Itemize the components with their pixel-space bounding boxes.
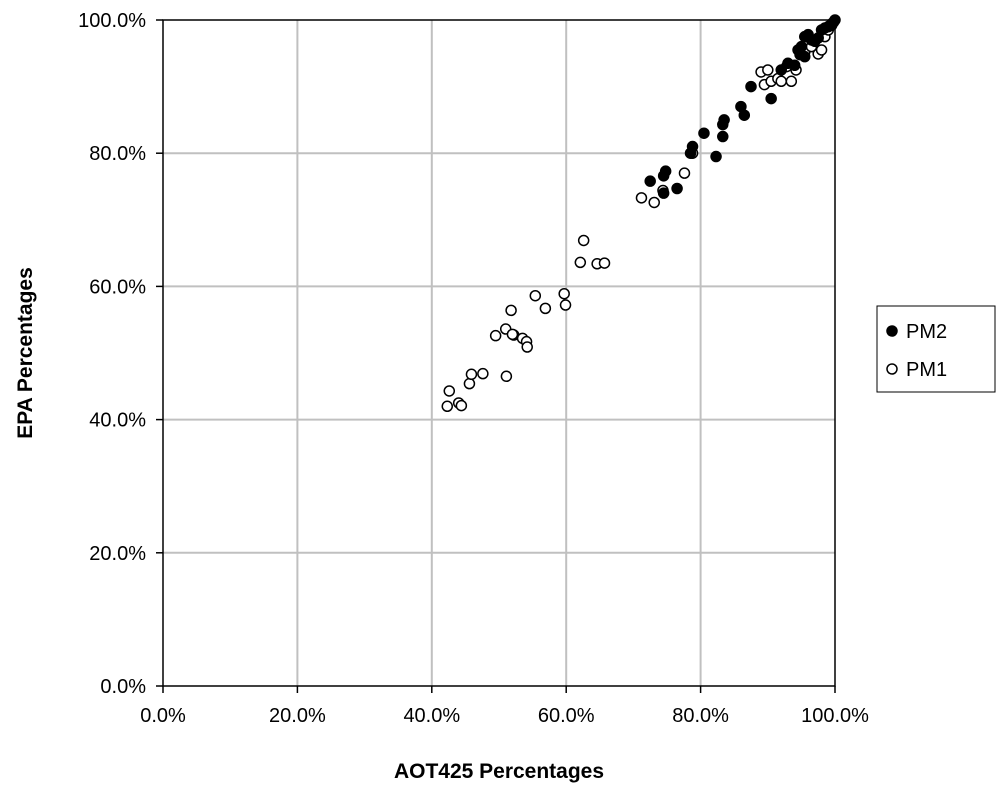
data-point-pm1 (455, 399, 468, 412)
y-tick-label: 60.0% (89, 276, 146, 298)
data-point-pm1 (775, 75, 787, 88)
legend-marker-pm2 (886, 325, 898, 337)
data-point-pm1 (574, 256, 587, 269)
x-axis: 0.0% 20.0% 40.0% 60.0% 80.0% 100.0% (140, 686, 869, 727)
legend-label-pm1: PM1 (906, 359, 947, 381)
data-point-pm1 (443, 385, 456, 397)
data-point-pm1 (506, 328, 519, 341)
data-point-pm1 (477, 367, 489, 380)
x-axis-title: AOT425 Percentages (394, 760, 604, 783)
data-point-pm1 (441, 400, 454, 413)
plot-area-frame (162, 19, 836, 687)
x-tick-label: 80.0% (672, 705, 729, 727)
data-point-pm2 (657, 170, 670, 182)
data-point-pm1 (465, 368, 478, 381)
x-tick-label: 0.0% (140, 705, 186, 727)
data-point-pm1 (762, 64, 774, 76)
data-point-pm1 (521, 341, 533, 353)
data-point-pm2 (788, 59, 801, 72)
y-axis: 0.0% 20.0% 40.0% 60.0% 80.0% 100.0% (78, 10, 163, 698)
data-point-pm1 (815, 44, 828, 56)
data-point-pm1 (598, 257, 611, 269)
data-point-pm1 (500, 370, 513, 383)
data-point-pm2 (717, 130, 729, 143)
data-point-pm1 (648, 196, 660, 209)
data-point-pm1 (558, 287, 570, 300)
data-point-pm2 (657, 187, 670, 199)
x-tick-label: 60.0% (538, 705, 595, 727)
legend-marker-pm1 (886, 363, 898, 375)
legend-box (876, 305, 996, 393)
data-point-pm1 (785, 75, 798, 88)
data-point-pm1 (635, 192, 648, 204)
data-point-pm1 (505, 304, 517, 317)
data-point-pm2 (686, 140, 699, 153)
data-point-pm1 (463, 377, 476, 390)
legend: PM2 PM1 (876, 305, 996, 393)
data-point-pm2 (710, 150, 722, 163)
data-points (441, 14, 841, 413)
data-point-pm2 (671, 182, 683, 195)
y-tick-label: 80.0% (89, 143, 146, 165)
data-point-pm2 (745, 80, 757, 93)
data-point-pm2 (765, 92, 777, 105)
data-point-pm2 (738, 109, 751, 121)
x-tick-label: 40.0% (403, 705, 460, 727)
y-tick-label: 100.0% (78, 10, 146, 32)
y-tick-label: 0.0% (100, 676, 146, 698)
x-tick-label: 100.0% (801, 705, 869, 727)
data-point-pm2 (795, 40, 808, 53)
data-point-pm1 (539, 302, 552, 315)
x-tick-label: 20.0% (269, 705, 326, 727)
data-point-pm1 (529, 289, 542, 302)
legend-label-pm2: PM2 (906, 321, 947, 343)
data-point-pm2 (775, 64, 787, 76)
data-point-pm2 (644, 175, 656, 187)
y-tick-label: 40.0% (89, 410, 146, 432)
data-point-pm2 (718, 114, 730, 126)
data-point-pm2 (829, 14, 841, 26)
data-point-pm1 (577, 234, 590, 247)
y-tick-label: 20.0% (89, 543, 146, 565)
gridlines (163, 20, 835, 686)
data-point-pm1 (559, 299, 572, 311)
data-point-pm1 (678, 167, 691, 179)
y-axis-title: EPA Percentages (14, 267, 37, 439)
data-point-pm2 (799, 50, 811, 63)
data-point-pm1 (489, 329, 502, 342)
data-point-pm2 (698, 127, 710, 139)
